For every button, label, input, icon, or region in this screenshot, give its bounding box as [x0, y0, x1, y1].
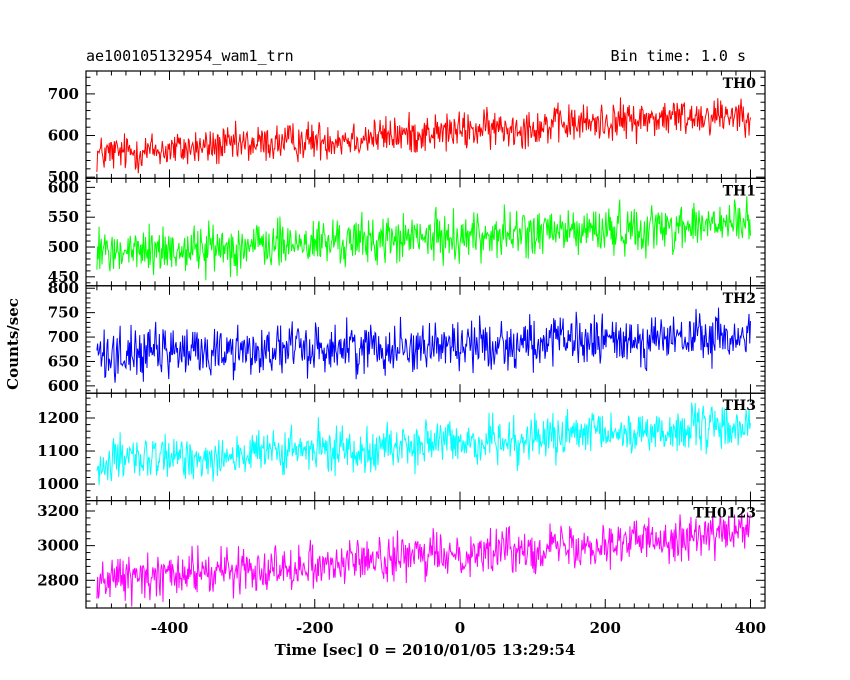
- y-axis-title: Counts/sec: [4, 298, 22, 390]
- series-line-th0: [96, 97, 751, 174]
- chart-title: ae100105132954_wam1_trn: [86, 47, 294, 65]
- y-tick-label: 1100: [37, 442, 79, 460]
- x-axis-title: Time [sec] 0 = 2010/01/05 13:29:54: [275, 641, 576, 659]
- x-tick-label: 200: [590, 619, 621, 637]
- y-tick-label: 3000: [37, 537, 79, 555]
- panel-frame: [85, 500, 766, 609]
- y-tick-label: 2800: [37, 571, 79, 589]
- x-tick-label: -400: [151, 619, 189, 637]
- x-tick-label: -200: [296, 619, 334, 637]
- panel-label-th1: TH1: [723, 183, 756, 199]
- panel-label-th2: TH2: [723, 291, 756, 307]
- panel-th3: 1000 1100 1200 TH3: [37, 392, 766, 502]
- panel-label-th0: TH0: [723, 76, 757, 92]
- panel-th0: 500 600 700 TH0: [48, 70, 766, 186]
- y-tick-label: 550: [48, 208, 79, 226]
- series-line-th0123: [96, 511, 751, 607]
- x-tick-label: 0: [455, 619, 465, 637]
- y-tick-label: 500: [48, 238, 79, 256]
- series-line-th3: [96, 402, 751, 486]
- panel-th2: 600 650 700 750 800 TH2: [48, 279, 766, 395]
- series-line-th2: [96, 307, 751, 383]
- y-tick-label: 650: [48, 352, 79, 370]
- y-tick-label: 3200: [37, 502, 79, 520]
- x-axis: -400 -200 0 200 400: [151, 619, 766, 637]
- y-tick-label: 600: [48, 127, 79, 145]
- y-tick-label: 600: [48, 377, 79, 395]
- panel-th1: 450 500 550 600 TH1: [48, 177, 766, 287]
- panel-label-th3: TH3: [723, 398, 756, 414]
- bin-time-label: Bin time: 1.0 s: [611, 47, 746, 65]
- y-tick-label: 1200: [37, 409, 79, 427]
- series-line-th1: [96, 196, 751, 281]
- panel-frame: [85, 392, 766, 502]
- panel-frame: [85, 285, 766, 394]
- panel-label-th0123: TH0123: [693, 506, 756, 522]
- y-tick-label: 700: [48, 328, 79, 346]
- y-tick-label: 500: [48, 168, 79, 186]
- y-tick-label: 700: [48, 85, 79, 103]
- y-tick-label: 450: [48, 268, 79, 286]
- y-tick-label: 750: [48, 304, 79, 322]
- panel-th0123: 2800 3000 3200 TH0123: [37, 500, 766, 609]
- y-tick-label: 1000: [37, 475, 79, 493]
- x-tick-label: 400: [735, 619, 766, 637]
- y-tick-label: 800: [48, 279, 79, 297]
- y-tick-label: 600: [48, 178, 79, 196]
